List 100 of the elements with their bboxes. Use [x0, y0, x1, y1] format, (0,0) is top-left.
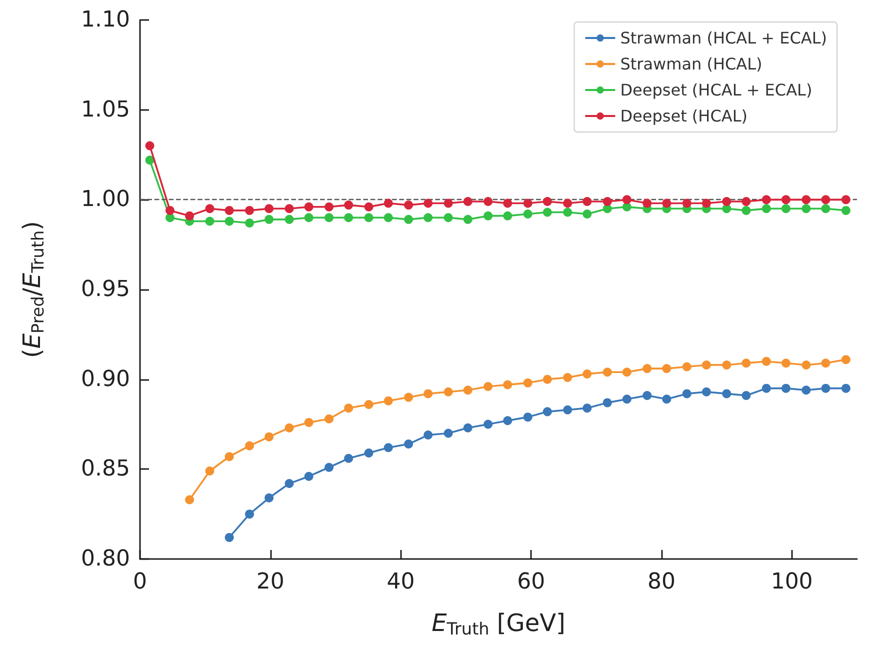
point [642, 364, 652, 374]
point [424, 389, 433, 398]
point [642, 198, 652, 208]
point [523, 210, 532, 219]
point [264, 493, 274, 502]
point [702, 360, 711, 370]
point [602, 398, 612, 408]
point [503, 211, 512, 220]
point [205, 216, 214, 226]
x-tick-label: 0 [133, 570, 147, 594]
point [384, 396, 393, 406]
point [781, 358, 790, 368]
point [484, 382, 493, 392]
legend-label: Strawman (HCAL + ECAL) [620, 28, 827, 48]
point [682, 198, 692, 208]
point [404, 440, 414, 449]
point [444, 428, 453, 438]
point [582, 196, 592, 206]
point [324, 462, 334, 472]
point [582, 404, 592, 413]
point [702, 387, 711, 396]
point [245, 206, 254, 215]
point [802, 386, 811, 395]
point [424, 213, 433, 222]
point [165, 206, 174, 215]
x-tick-label: 40 [386, 570, 415, 594]
point [622, 394, 632, 404]
point [304, 472, 314, 481]
point [821, 204, 830, 214]
point [404, 200, 414, 210]
point [424, 430, 433, 440]
point [444, 387, 453, 396]
y-tick-label: 0.95 [81, 277, 130, 302]
point [344, 213, 354, 222]
point [484, 211, 493, 220]
legend-label: Strawman (HCAL) [620, 54, 762, 74]
point [304, 213, 314, 222]
point [145, 156, 154, 165]
y-axis-title: (EPred/ETruth) [18, 220, 48, 358]
point [344, 200, 354, 210]
point [821, 384, 830, 393]
y-tick-label: 1.05 [81, 97, 130, 122]
point [304, 202, 314, 212]
point [841, 355, 850, 364]
point [364, 202, 374, 212]
point [463, 423, 472, 432]
y-tick-label: 1.10 [81, 8, 130, 32]
point [444, 198, 453, 208]
y-tick-label: 1.00 [81, 187, 130, 212]
point [722, 360, 732, 370]
point [662, 198, 672, 208]
legend-label: Deepset (HCAL + ECAL) [620, 80, 812, 100]
point [722, 389, 732, 398]
point [404, 214, 414, 224]
point [503, 198, 512, 208]
point [563, 198, 572, 208]
point [762, 195, 771, 204]
point [841, 384, 850, 393]
point [662, 394, 672, 404]
point [463, 196, 472, 206]
point [802, 204, 811, 214]
point [264, 214, 274, 224]
point [542, 208, 552, 217]
y-tick-label: 0.90 [81, 366, 130, 392]
point [742, 196, 751, 206]
point [384, 213, 393, 222]
point [523, 412, 532, 422]
point [224, 532, 234, 542]
point [542, 407, 552, 416]
point [404, 392, 414, 402]
point [344, 404, 354, 413]
point [264, 204, 274, 214]
point [484, 420, 493, 429]
x-tick-label: 20 [256, 570, 284, 594]
point [224, 216, 234, 226]
legend-label: Deepset (HCAL) [620, 106, 748, 126]
point [762, 356, 771, 366]
point [622, 202, 632, 212]
point [224, 206, 234, 215]
point [582, 369, 592, 378]
point [821, 195, 830, 204]
point [463, 214, 472, 224]
point [245, 218, 254, 228]
point [224, 452, 234, 462]
point [802, 195, 811, 204]
point [284, 204, 294, 214]
point [245, 441, 254, 450]
point [821, 358, 830, 368]
point [742, 391, 751, 400]
point [602, 368, 612, 377]
point [185, 211, 194, 220]
point [384, 198, 393, 208]
point [484, 196, 493, 206]
point [841, 195, 850, 204]
point [563, 373, 572, 382]
point [463, 386, 472, 395]
point [444, 213, 453, 222]
point [364, 213, 374, 222]
point [781, 384, 790, 393]
point [563, 208, 572, 217]
